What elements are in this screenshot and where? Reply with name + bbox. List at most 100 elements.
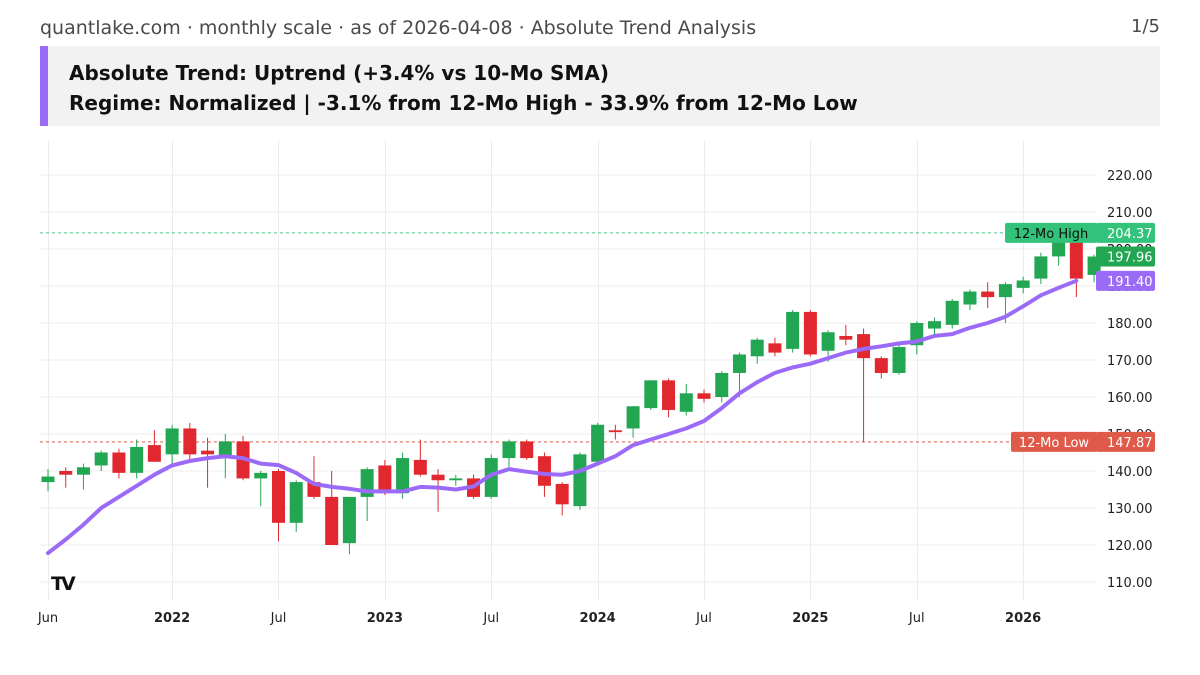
high-label-bg — [1005, 222, 1097, 243]
candle-body — [1069, 239, 1083, 279]
summary-banner: Absolute Trend: Uptrend (+3.4% vs 10-Mo … — [40, 46, 1160, 126]
y-axis: 110.00120.00130.00140.00150.00160.00170.… — [1107, 169, 1153, 591]
candle-body — [112, 452, 126, 473]
x-tick-label: Jul — [908, 611, 925, 626]
x-tick-label: 2024 — [580, 611, 616, 626]
last-price-tag-bg — [1096, 246, 1155, 267]
candle-body — [431, 474, 445, 481]
candle-body — [591, 424, 605, 462]
candle-body — [697, 393, 711, 399]
y-tick-label: 130.00 — [1107, 502, 1153, 517]
candle-body — [165, 428, 179, 455]
x-tick-label: Jul — [270, 611, 287, 626]
candle-body — [520, 441, 534, 459]
candle-body — [998, 284, 1012, 298]
x-tick-label: Jun — [37, 611, 58, 626]
x-tick-label: 2023 — [367, 611, 403, 626]
candle-body — [183, 428, 197, 455]
candle-body — [130, 446, 144, 473]
chart-logo: TV — [51, 573, 79, 595]
y-tick-label: 220.00 — [1107, 169, 1153, 184]
candle-body — [732, 354, 746, 373]
candle-body — [271, 471, 285, 523]
candle-body — [750, 339, 764, 357]
regime-summary: Regime: Normalized | -3.1% from 12-Mo Hi… — [69, 91, 858, 115]
trend-summary: Absolute Trend: Uptrend (+3.4% vs 10-Mo … — [69, 61, 609, 85]
candle-body — [537, 456, 551, 486]
chart-grid — [40, 140, 1096, 600]
y-tick-label: 110.00 — [1107, 576, 1153, 591]
sma-line — [46, 278, 1079, 556]
candle-body — [76, 467, 90, 475]
candle-body — [608, 430, 622, 433]
candle-body — [839, 335, 853, 340]
candle-body — [1016, 280, 1030, 288]
candle-body — [201, 450, 215, 455]
high-level-label: 12-Mo High — [1014, 227, 1088, 242]
candle-body — [857, 334, 871, 359]
x-tick-label: Jul — [695, 611, 712, 626]
y-tick-label: 120.00 — [1107, 539, 1153, 554]
candle-body — [254, 472, 268, 479]
low-value-tag-bg — [1096, 431, 1155, 452]
candle-body — [715, 372, 729, 397]
high-value-tag-bg — [1096, 222, 1155, 243]
candle-body — [378, 465, 392, 494]
y-tick-label: 210.00 — [1107, 206, 1153, 221]
x-tick-label: 2025 — [792, 611, 828, 626]
candle-body — [325, 496, 339, 545]
candle-body — [449, 478, 463, 481]
source-line: quantlake.com · monthly scale · as of 20… — [40, 17, 757, 39]
candle-body — [662, 380, 676, 410]
candle-body — [502, 441, 516, 459]
page-indicator[interactable]: 1/5 — [1131, 16, 1160, 37]
candle-body — [821, 332, 835, 351]
candle-body — [679, 393, 693, 412]
level-lines — [40, 232, 1096, 443]
candle-body — [218, 441, 232, 459]
x-tick-label: 2022 — [154, 611, 190, 626]
candle-body — [555, 483, 569, 505]
candle-body — [94, 452, 108, 466]
candle-body — [289, 482, 303, 523]
y-tick-label: 180.00 — [1107, 317, 1153, 332]
x-tick-label: Jul — [482, 611, 499, 626]
candle-body — [874, 358, 888, 373]
y-tick-label: 140.00 — [1107, 465, 1153, 480]
y-tick-label: 160.00 — [1107, 391, 1153, 406]
x-tick-label: 2026 — [1005, 611, 1041, 626]
candle-body — [768, 343, 782, 353]
candle-body — [41, 476, 55, 483]
sma-series-line — [46, 278, 1079, 556]
candles — [41, 232, 1101, 555]
candle-body — [573, 454, 587, 507]
candle-body — [644, 380, 658, 409]
candle-body — [803, 311, 817, 355]
candle-body — [413, 459, 427, 475]
candle-body — [981, 291, 995, 298]
low-value-tag: 147.87 — [1107, 436, 1153, 451]
y-tick-label: 170.00 — [1107, 354, 1153, 369]
candle-body — [626, 406, 640, 429]
candle-body — [786, 311, 800, 349]
candle-body — [147, 445, 161, 462]
high-value-tag: 204.37 — [1107, 227, 1153, 242]
candle-body — [342, 496, 356, 544]
tv-logo: TV — [51, 573, 76, 595]
x-axis: Jun 2022 Jul 2023 Jul 2024 Jul 2025 Jul 2026 — [37, 611, 1041, 626]
sma-value-tag-bg — [1096, 270, 1155, 291]
candle-body — [963, 291, 977, 305]
sma-value-tag: 191.40 — [1107, 275, 1153, 290]
banner-accent-bar — [40, 46, 48, 126]
candle-body — [396, 458, 410, 494]
low-label-bg — [1011, 431, 1097, 452]
candle-body — [59, 471, 73, 475]
candle-body — [892, 347, 906, 373]
candle-body — [484, 458, 498, 497]
candle-body — [1052, 239, 1066, 257]
last-price-tag: 197.96 — [1107, 251, 1153, 266]
candle-body — [1034, 256, 1048, 279]
candle-body — [945, 300, 959, 325]
